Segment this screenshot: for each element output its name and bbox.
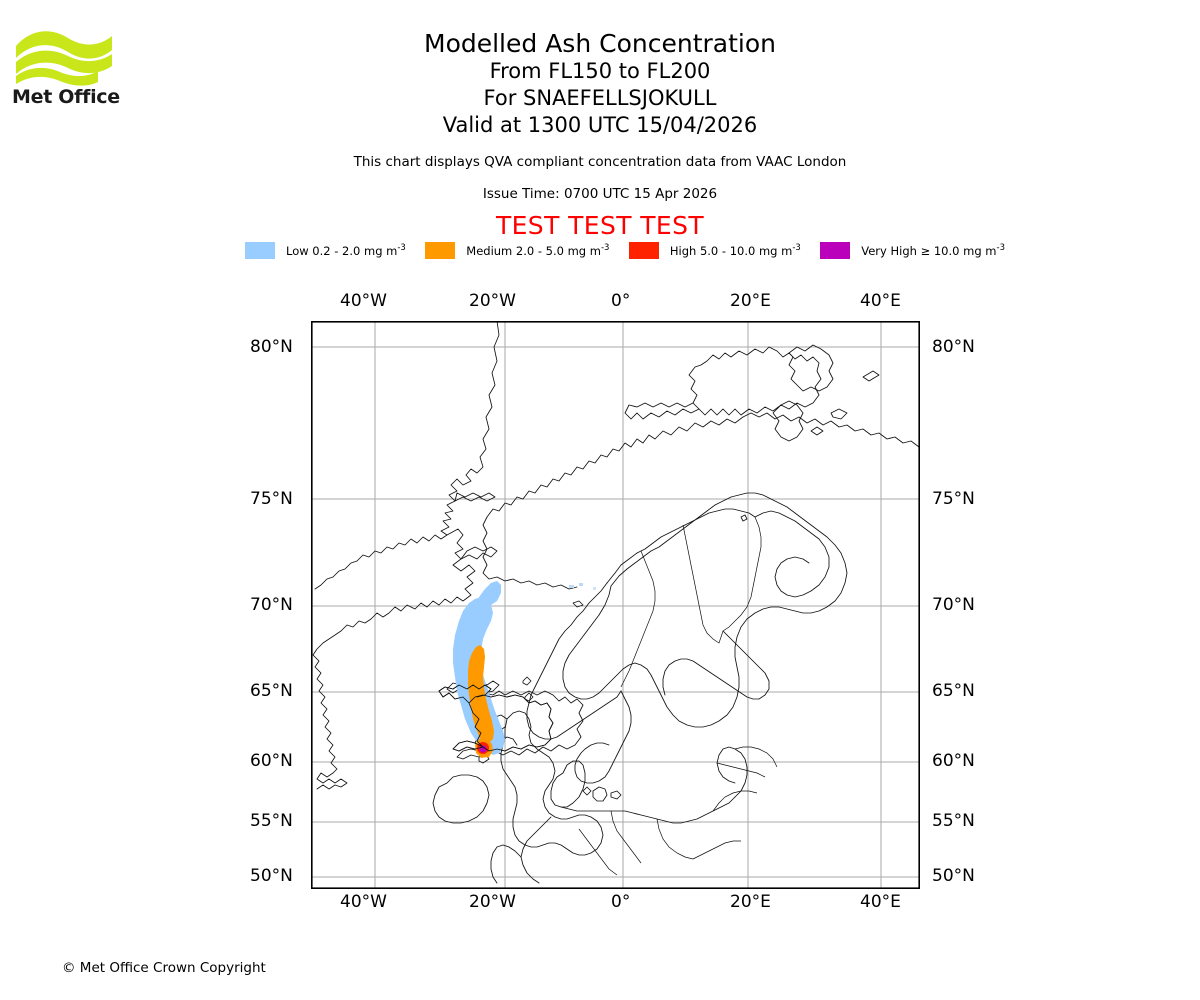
lon-tick-bottom-40e: 40°E <box>860 892 901 912</box>
concentration-legend: Low 0.2 - 2.0 mg m-3 Medium 2.0 - 5.0 mg… <box>245 240 1005 260</box>
legend-swatch-very-high <box>820 241 851 259</box>
plume-speck-3 <box>593 587 596 590</box>
legend-label-very-high: Very High ≥ 10.0 mg m-3 <box>861 242 1005 258</box>
graticule-meridians <box>374 321 882 889</box>
europe-coastlines <box>490 508 830 884</box>
copyright-notice: © Met Office Crown Copyright <box>62 960 266 976</box>
lat-tick-right-60n: 60°N <box>932 751 975 771</box>
lat-tick-left-60n: 60°N <box>250 751 293 771</box>
lon-tick-top-20e: 20°E <box>730 291 771 311</box>
legend-label-medium: Medium 2.0 - 5.0 mg m-3 <box>466 242 610 258</box>
coastlines <box>312 321 920 796</box>
legend-item-low: Low 0.2 - 2.0 mg m-3 <box>245 241 406 259</box>
legend-item-medium: Medium 2.0 - 5.0 mg m-3 <box>425 241 610 259</box>
lat-tick-right-70n: 70°N <box>932 595 975 615</box>
ash-concentration-map[interactable] <box>311 321 920 889</box>
lat-tick-right-75n: 75°N <box>932 489 975 509</box>
scandinavia-coastlines <box>562 492 848 728</box>
legend-swatch-medium <box>425 241 456 259</box>
legend-label-high: High 5.0 - 10.0 mg m-3 <box>669 242 801 258</box>
lat-tick-right-80n: 80°N <box>932 337 975 357</box>
british-isles-coastlines <box>432 676 604 856</box>
lat-tick-left-55n: 55°N <box>250 811 293 831</box>
legend-swatch-low <box>245 241 275 259</box>
lat-tick-left-70n: 70°N <box>250 595 293 615</box>
valid-time-subtitle: Valid at 1300 UTC 15/04/2026 <box>442 113 758 137</box>
lat-tick-left-65n: 65°N <box>250 681 293 701</box>
iceland-overlay-coastline <box>438 684 554 752</box>
legend-swatch-high <box>628 241 659 259</box>
lon-tick-top-20w: 20°W <box>469 291 516 311</box>
graticule-parallels <box>311 346 920 878</box>
lon-tick-top-40w: 40°W <box>340 291 387 311</box>
flight-level-subtitle: From FL150 to FL200 <box>489 59 711 84</box>
lat-tick-right-50n: 50°N <box>932 866 975 886</box>
map-frame <box>311 321 920 889</box>
volcano-subtitle: For SNAEFELLSJOKULL <box>483 86 717 111</box>
ash-plume <box>453 581 596 758</box>
met-office-logo: Met Office <box>12 24 122 114</box>
lat-tick-left-75n: 75°N <box>250 489 293 509</box>
lat-tick-left-50n: 50°N <box>250 866 293 886</box>
qva-note: This chart displays QVA compliant concen… <box>353 153 847 170</box>
map-canvas[interactable] <box>311 321 920 889</box>
lon-tick-bottom-20w: 20°W <box>469 892 516 912</box>
logo-waves-icon <box>16 31 112 86</box>
test-banner: TEST TEST TEST <box>495 210 705 240</box>
plume-medium-area <box>468 645 494 743</box>
issue-time: Issue Time: 0700 UTC 15 Apr 2026 <box>482 185 718 202</box>
lat-tick-right-65n: 65°N <box>932 681 975 701</box>
legend-item-very-high: Very High ≥ 10.0 mg m-3 <box>820 241 1005 259</box>
lon-tick-bottom-20e: 20°E <box>730 892 771 912</box>
legend-item-high: High 5.0 - 10.0 mg m-3 <box>628 241 801 259</box>
lon-tick-bottom-0: 0° <box>611 892 631 912</box>
logo-wordmark: Met Office <box>12 86 120 108</box>
lon-tick-top-0: 0° <box>611 291 631 311</box>
legend-label-low: Low 0.2 - 2.0 mg m-3 <box>286 242 406 258</box>
plume-speck-2 <box>579 583 583 586</box>
plume-low-lobe-north <box>479 581 501 605</box>
lon-tick-top-40e: 40°E <box>860 291 901 311</box>
plume-speck-1 <box>569 585 574 588</box>
lat-tick-right-55n: 55°N <box>932 811 975 831</box>
lat-tick-left-80n: 80°N <box>250 337 293 357</box>
page-title: Modelled Ash Concentration <box>424 29 776 58</box>
title-block: Modelled Ash Concentration From FL150 to… <box>0 0 1200 240</box>
lon-tick-bottom-40w: 40°W <box>340 892 387 912</box>
